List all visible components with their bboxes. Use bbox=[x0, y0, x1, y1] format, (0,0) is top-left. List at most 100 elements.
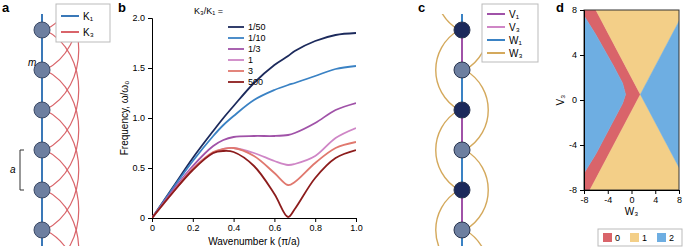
panel-label: d bbox=[556, 0, 564, 15]
mass bbox=[34, 22, 50, 38]
mass bbox=[34, 182, 50, 198]
tick-label: 8 bbox=[677, 195, 682, 205]
mass bbox=[34, 142, 50, 158]
mass bbox=[34, 62, 50, 78]
spring-k3 bbox=[45, 30, 79, 150]
tick-mark bbox=[234, 218, 235, 222]
tick: 4 bbox=[572, 50, 584, 60]
legend-swatch bbox=[487, 26, 505, 28]
legend-label: 1 bbox=[248, 55, 253, 65]
tick-mark bbox=[274, 218, 275, 222]
plot-frame bbox=[584, 10, 679, 190]
tick: 0 bbox=[572, 95, 584, 105]
tick: -4 bbox=[569, 140, 584, 150]
spring-k1 bbox=[41, 14, 43, 246]
tick-mark bbox=[148, 18, 152, 19]
legend: K₁K₃ bbox=[56, 4, 110, 42]
tick-label: 0.2 bbox=[187, 223, 200, 233]
tick-mark bbox=[193, 218, 194, 222]
series-line bbox=[152, 33, 356, 218]
mass bbox=[454, 62, 470, 78]
legend: V₁V₃W₁W₃ bbox=[482, 4, 538, 62]
tick-label: 2.0 bbox=[132, 13, 145, 23]
legend-label: V₁ bbox=[509, 9, 520, 20]
mass bbox=[454, 102, 470, 118]
tick: 2.0 bbox=[132, 13, 152, 23]
tick: 1.0 bbox=[350, 218, 363, 233]
legend-label: W₁ bbox=[509, 35, 522, 46]
legend-swatch bbox=[228, 70, 244, 72]
legend-swatch bbox=[487, 52, 505, 54]
series-line bbox=[152, 66, 356, 218]
tick-mark bbox=[655, 190, 656, 194]
tick: 0.5 bbox=[132, 163, 152, 173]
tick-mark bbox=[580, 10, 584, 11]
legend-label: 0 bbox=[615, 233, 620, 243]
plot-area bbox=[584, 10, 679, 190]
legend-label: 1 bbox=[642, 233, 647, 243]
tick: 4 bbox=[653, 190, 658, 205]
legend-box bbox=[482, 4, 538, 62]
legend-swatch bbox=[487, 13, 505, 15]
tick-mark bbox=[580, 55, 584, 56]
mass-label: m bbox=[28, 57, 36, 68]
x-axis: 00.20.40.60.81.0 bbox=[150, 218, 363, 233]
tick-label: 0.4 bbox=[228, 223, 241, 233]
legend-label: 1/50 bbox=[248, 22, 266, 32]
tick: 8 bbox=[572, 5, 584, 15]
legend-label: 500 bbox=[248, 77, 263, 87]
panel-b: 00.20.40.60.81.000.51.01.52.0Wavenumber … bbox=[119, 6, 363, 247]
tick-label: 4 bbox=[653, 195, 658, 205]
mass bbox=[34, 102, 50, 118]
tick-mark bbox=[356, 218, 357, 222]
y-axis-title: V₃ bbox=[555, 95, 566, 106]
legend-label: 2 bbox=[669, 233, 674, 243]
tick-mark bbox=[148, 218, 152, 219]
tick-mark bbox=[148, 168, 152, 169]
tick-label: 0 bbox=[140, 213, 145, 223]
mass bbox=[454, 182, 470, 198]
legend-label: 1/10 bbox=[248, 33, 266, 43]
tick-label: -4 bbox=[604, 195, 612, 205]
x-axis-title: Wavenumber k (π/a) bbox=[208, 236, 300, 247]
tick-mark bbox=[315, 218, 316, 222]
spring-k3 bbox=[45, 190, 79, 246]
series-line bbox=[152, 150, 356, 218]
tick-mark bbox=[580, 190, 584, 191]
legend-label: W₃ bbox=[509, 48, 523, 59]
tick-mark bbox=[148, 68, 152, 69]
tick-mark bbox=[632, 190, 633, 194]
legend-swatch bbox=[228, 26, 244, 28]
tick-mark bbox=[679, 190, 680, 194]
legend-swatch bbox=[61, 31, 79, 33]
legend-title: K₃/K₁ = bbox=[194, 6, 223, 16]
tick-label: 0.5 bbox=[132, 163, 145, 173]
tick: 0 bbox=[150, 218, 155, 233]
tick-label: 1.5 bbox=[132, 63, 145, 73]
tick-label: -8 bbox=[569, 185, 577, 195]
tick: 0.8 bbox=[309, 218, 322, 233]
legend-swatch bbox=[61, 15, 79, 17]
series-line bbox=[152, 142, 356, 218]
series-line bbox=[152, 128, 356, 218]
legend-label: 3 bbox=[248, 66, 253, 76]
tick: 0 bbox=[140, 213, 152, 223]
legend-box bbox=[56, 4, 110, 42]
axis-line bbox=[580, 11, 585, 191]
panel-d: -8-4048-8-4048W₃V₃012 bbox=[555, 5, 682, 246]
tick: -8 bbox=[569, 185, 584, 195]
legend-label: K₁ bbox=[83, 11, 94, 22]
tick: 0.4 bbox=[228, 218, 241, 233]
tick: 1.5 bbox=[132, 63, 152, 73]
legend: K₃/K₁ =1/501/101/313500 bbox=[194, 6, 266, 87]
legend-swatch bbox=[603, 233, 612, 242]
legend-box bbox=[598, 229, 682, 246]
legend-swatch bbox=[657, 233, 666, 242]
legend: 0 1 2 bbox=[598, 229, 682, 246]
tick-mark bbox=[580, 100, 584, 101]
mass bbox=[454, 22, 470, 38]
tick-label: -8 bbox=[580, 195, 588, 205]
legend-swatch bbox=[228, 81, 244, 83]
tick: 0 bbox=[629, 190, 634, 205]
tick: -4 bbox=[604, 190, 612, 205]
